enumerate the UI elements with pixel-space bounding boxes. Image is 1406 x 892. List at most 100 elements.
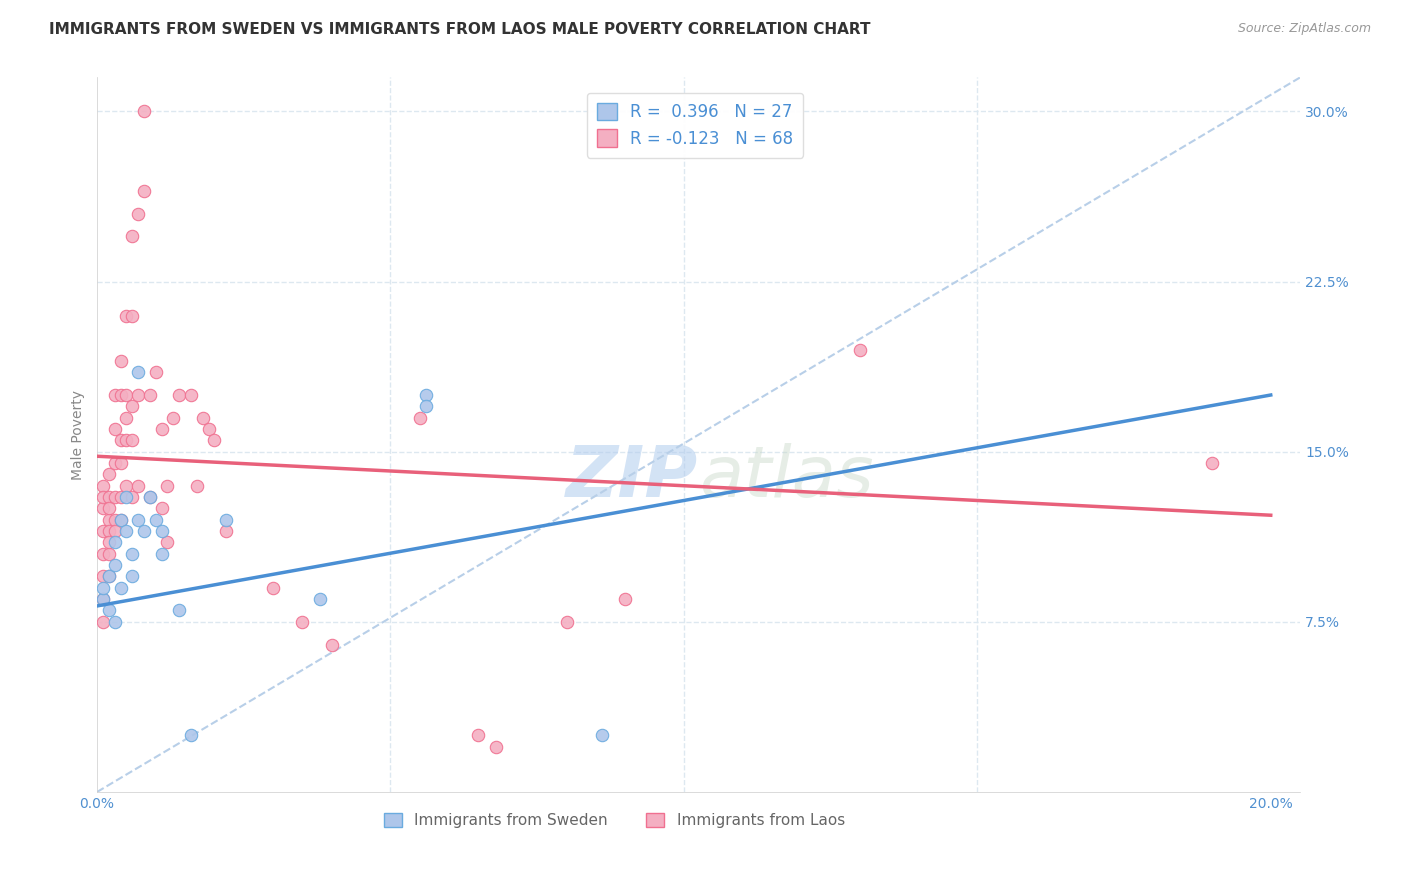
Point <box>115 388 138 402</box>
Point <box>104 422 127 436</box>
Point <box>110 388 132 402</box>
Point <box>115 490 138 504</box>
Point <box>110 513 132 527</box>
Point <box>104 558 127 573</box>
Point <box>91 490 114 504</box>
Point <box>115 410 138 425</box>
Point <box>139 388 162 402</box>
Point <box>167 388 190 402</box>
Point <box>97 467 120 482</box>
Point <box>91 592 114 607</box>
Point <box>110 490 132 504</box>
Text: IMMIGRANTS FROM SWEDEN VS IMMIGRANTS FROM LAOS MALE POVERTY CORRELATION CHART: IMMIGRANTS FROM SWEDEN VS IMMIGRANTS FRO… <box>49 22 870 37</box>
Point <box>127 388 149 402</box>
Point <box>150 501 173 516</box>
Point <box>132 524 155 538</box>
Point <box>145 365 167 379</box>
Point <box>156 479 179 493</box>
Point <box>156 535 179 549</box>
Point <box>97 603 120 617</box>
Point <box>162 410 184 425</box>
Point <box>104 513 127 527</box>
Point <box>104 456 127 470</box>
Point <box>127 206 149 220</box>
Point <box>150 524 173 538</box>
Point <box>555 615 578 629</box>
Point <box>145 513 167 527</box>
Point <box>97 501 120 516</box>
Point <box>215 513 238 527</box>
Point <box>215 524 238 538</box>
Point <box>115 479 138 493</box>
Point <box>415 388 437 402</box>
Point <box>97 524 120 538</box>
Point <box>309 592 332 607</box>
Point <box>104 388 127 402</box>
Point <box>91 569 114 583</box>
Point <box>110 581 132 595</box>
Point <box>321 638 343 652</box>
Point <box>197 422 219 436</box>
Point <box>91 479 114 493</box>
Point <box>415 400 437 414</box>
Point <box>91 615 114 629</box>
Point <box>204 434 226 448</box>
Point <box>115 524 138 538</box>
Point <box>849 343 872 357</box>
Point <box>614 592 637 607</box>
Point <box>186 479 208 493</box>
Point <box>139 490 162 504</box>
Point <box>121 434 143 448</box>
Point <box>467 728 489 742</box>
Point <box>110 513 132 527</box>
Point <box>115 309 138 323</box>
Point <box>91 581 114 595</box>
Point <box>291 615 314 629</box>
Point <box>180 728 202 742</box>
Point <box>91 592 114 607</box>
Point <box>132 184 155 198</box>
Point <box>139 490 162 504</box>
Text: Source: ZipAtlas.com: Source: ZipAtlas.com <box>1237 22 1371 36</box>
Point <box>591 728 613 742</box>
Point <box>91 547 114 561</box>
Point <box>121 309 143 323</box>
Point <box>150 422 173 436</box>
Point <box>104 535 127 549</box>
Point <box>262 581 284 595</box>
Point <box>121 229 143 244</box>
Point <box>91 524 114 538</box>
Point <box>97 535 120 549</box>
Text: atlas: atlas <box>699 443 873 512</box>
Point <box>132 104 155 119</box>
Point <box>180 388 202 402</box>
Point <box>97 547 120 561</box>
Point <box>110 434 132 448</box>
Point <box>127 513 149 527</box>
Point <box>97 513 120 527</box>
Point <box>97 569 120 583</box>
Point <box>104 490 127 504</box>
Point <box>127 365 149 379</box>
Point <box>110 456 132 470</box>
Point <box>121 547 143 561</box>
Point <box>104 615 127 629</box>
Point <box>150 547 173 561</box>
Point <box>121 400 143 414</box>
Point <box>485 739 508 754</box>
Point <box>121 569 143 583</box>
Point <box>167 603 190 617</box>
Point <box>97 569 120 583</box>
Point <box>121 490 143 504</box>
Point <box>409 410 432 425</box>
Point <box>191 410 214 425</box>
Point <box>104 524 127 538</box>
Y-axis label: Male Poverty: Male Poverty <box>72 390 86 480</box>
Point <box>91 501 114 516</box>
Legend: Immigrants from Sweden, Immigrants from Laos: Immigrants from Sweden, Immigrants from … <box>378 807 851 834</box>
Point <box>115 434 138 448</box>
Point <box>1201 456 1223 470</box>
Point <box>127 479 149 493</box>
Text: ZIP: ZIP <box>567 443 699 512</box>
Point <box>110 354 132 368</box>
